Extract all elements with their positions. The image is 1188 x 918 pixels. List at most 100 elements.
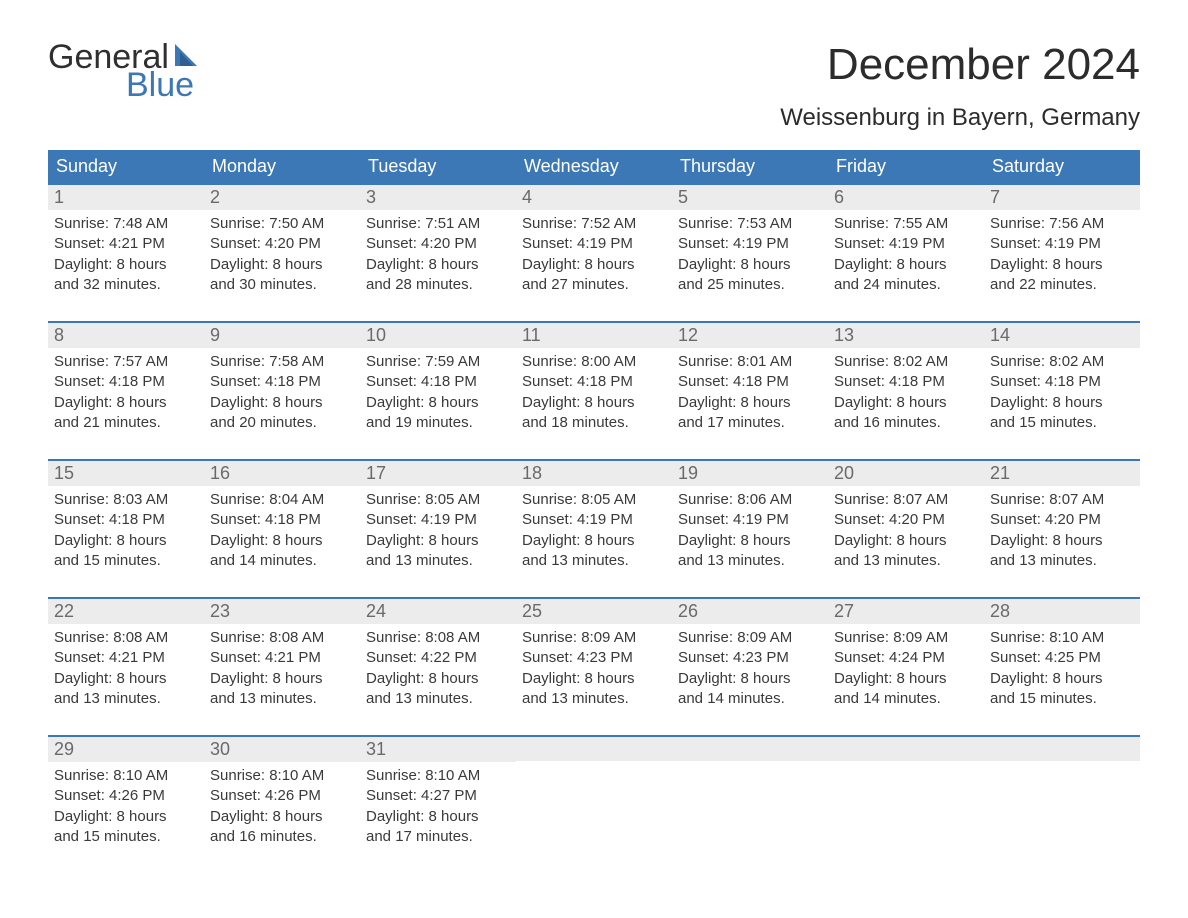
day-body: Sunrise: 7:56 AMSunset: 4:19 PMDaylight:… <box>984 210 1140 295</box>
daylight-text-2: and 13 minutes. <box>990 551 1134 571</box>
day-cell: 16Sunrise: 8:04 AMSunset: 4:18 PMDayligh… <box>204 461 360 579</box>
daylight-text-2: and 17 minutes. <box>678 413 822 433</box>
sunrise-text: Sunrise: 8:08 AM <box>210 628 354 648</box>
day-cell: 14Sunrise: 8:02 AMSunset: 4:18 PMDayligh… <box>984 323 1140 441</box>
day-cell: 29Sunrise: 8:10 AMSunset: 4:26 PMDayligh… <box>48 737 204 855</box>
location-label: Weissenburg in Bayern, Germany <box>780 104 1140 132</box>
daylight-text-1: Daylight: 8 hours <box>678 669 822 689</box>
sunset-text: Sunset: 4:18 PM <box>210 510 354 530</box>
day-number <box>984 737 1140 761</box>
sunset-text: Sunset: 4:18 PM <box>522 372 666 392</box>
sunrise-text: Sunrise: 7:52 AM <box>522 214 666 234</box>
sunset-text: Sunset: 4:19 PM <box>366 510 510 530</box>
day-cell: 30Sunrise: 8:10 AMSunset: 4:26 PMDayligh… <box>204 737 360 855</box>
weekday-header: Thursday <box>672 150 828 183</box>
daylight-text-1: Daylight: 8 hours <box>366 807 510 827</box>
sunrise-text: Sunrise: 8:09 AM <box>678 628 822 648</box>
week-row: 1Sunrise: 7:48 AMSunset: 4:21 PMDaylight… <box>48 183 1140 303</box>
logo: General Blue <box>48 40 203 102</box>
daylight-text-1: Daylight: 8 hours <box>678 531 822 551</box>
weekday-header-row: Sunday Monday Tuesday Wednesday Thursday… <box>48 150 1140 183</box>
daylight-text-2: and 15 minutes. <box>990 413 1134 433</box>
day-body: Sunrise: 8:05 AMSunset: 4:19 PMDaylight:… <box>360 486 516 571</box>
week-row: 29Sunrise: 8:10 AMSunset: 4:26 PMDayligh… <box>48 735 1140 855</box>
day-cell: 20Sunrise: 8:07 AMSunset: 4:20 PMDayligh… <box>828 461 984 579</box>
day-number: 4 <box>516 185 672 210</box>
calendar: Sunday Monday Tuesday Wednesday Thursday… <box>48 150 1140 855</box>
day-body: Sunrise: 8:03 AMSunset: 4:18 PMDaylight:… <box>48 486 204 571</box>
day-body: Sunrise: 8:08 AMSunset: 4:21 PMDaylight:… <box>48 624 204 709</box>
sunrise-text: Sunrise: 8:03 AM <box>54 490 198 510</box>
daylight-text-1: Daylight: 8 hours <box>522 669 666 689</box>
day-body: Sunrise: 8:09 AMSunset: 4:23 PMDaylight:… <box>516 624 672 709</box>
sunrise-text: Sunrise: 8:01 AM <box>678 352 822 372</box>
sunset-text: Sunset: 4:21 PM <box>54 648 198 668</box>
weekday-header: Sunday <box>48 150 204 183</box>
day-cell <box>516 737 672 855</box>
day-cell: 24Sunrise: 8:08 AMSunset: 4:22 PMDayligh… <box>360 599 516 717</box>
day-cell: 6Sunrise: 7:55 AMSunset: 4:19 PMDaylight… <box>828 185 984 303</box>
daylight-text-1: Daylight: 8 hours <box>678 393 822 413</box>
weekday-header: Tuesday <box>360 150 516 183</box>
weekday-header: Saturday <box>984 150 1140 183</box>
daylight-text-2: and 13 minutes. <box>678 551 822 571</box>
day-cell: 18Sunrise: 8:05 AMSunset: 4:19 PMDayligh… <box>516 461 672 579</box>
daylight-text-2: and 13 minutes. <box>54 689 198 709</box>
sunrise-text: Sunrise: 8:09 AM <box>522 628 666 648</box>
daylight-text-2: and 21 minutes. <box>54 413 198 433</box>
day-number: 3 <box>360 185 516 210</box>
daylight-text-1: Daylight: 8 hours <box>210 531 354 551</box>
day-number: 1 <box>48 185 204 210</box>
daylight-text-2: and 32 minutes. <box>54 275 198 295</box>
sunset-text: Sunset: 4:19 PM <box>678 234 822 254</box>
daylight-text-2: and 13 minutes. <box>366 551 510 571</box>
daylight-text-1: Daylight: 8 hours <box>54 255 198 275</box>
weekday-header: Monday <box>204 150 360 183</box>
day-body: Sunrise: 8:02 AMSunset: 4:18 PMDaylight:… <box>984 348 1140 433</box>
sunrise-text: Sunrise: 8:09 AM <box>834 628 978 648</box>
daylight-text-2: and 16 minutes. <box>210 827 354 847</box>
day-body: Sunrise: 8:07 AMSunset: 4:20 PMDaylight:… <box>828 486 984 571</box>
daylight-text-1: Daylight: 8 hours <box>990 255 1134 275</box>
day-cell: 27Sunrise: 8:09 AMSunset: 4:24 PMDayligh… <box>828 599 984 717</box>
day-body: Sunrise: 7:55 AMSunset: 4:19 PMDaylight:… <box>828 210 984 295</box>
logo-word2: Blue <box>126 68 203 102</box>
week-row: 22Sunrise: 8:08 AMSunset: 4:21 PMDayligh… <box>48 597 1140 717</box>
week-row: 15Sunrise: 8:03 AMSunset: 4:18 PMDayligh… <box>48 459 1140 579</box>
month-title: December 2024 <box>780 40 1140 90</box>
day-cell: 8Sunrise: 7:57 AMSunset: 4:18 PMDaylight… <box>48 323 204 441</box>
title-block: December 2024 Weissenburg in Bayern, Ger… <box>780 40 1140 132</box>
sunrise-text: Sunrise: 7:58 AM <box>210 352 354 372</box>
daylight-text-1: Daylight: 8 hours <box>210 393 354 413</box>
sunset-text: Sunset: 4:20 PM <box>366 234 510 254</box>
day-body: Sunrise: 8:07 AMSunset: 4:20 PMDaylight:… <box>984 486 1140 571</box>
sunrise-text: Sunrise: 8:05 AM <box>366 490 510 510</box>
day-number: 27 <box>828 599 984 624</box>
daylight-text-2: and 14 minutes. <box>210 551 354 571</box>
day-cell <box>828 737 984 855</box>
sunset-text: Sunset: 4:18 PM <box>990 372 1134 392</box>
day-number: 16 <box>204 461 360 486</box>
daylight-text-1: Daylight: 8 hours <box>210 807 354 827</box>
day-body: Sunrise: 8:10 AMSunset: 4:27 PMDaylight:… <box>360 762 516 847</box>
day-number <box>516 737 672 761</box>
sunset-text: Sunset: 4:20 PM <box>834 510 978 530</box>
sunset-text: Sunset: 4:19 PM <box>522 234 666 254</box>
daylight-text-2: and 16 minutes. <box>834 413 978 433</box>
day-number: 29 <box>48 737 204 762</box>
sunrise-text: Sunrise: 8:08 AM <box>366 628 510 648</box>
day-number: 17 <box>360 461 516 486</box>
day-cell: 19Sunrise: 8:06 AMSunset: 4:19 PMDayligh… <box>672 461 828 579</box>
day-number: 19 <box>672 461 828 486</box>
day-cell: 28Sunrise: 8:10 AMSunset: 4:25 PMDayligh… <box>984 599 1140 717</box>
day-body: Sunrise: 8:02 AMSunset: 4:18 PMDaylight:… <box>828 348 984 433</box>
daylight-text-1: Daylight: 8 hours <box>54 531 198 551</box>
sunrise-text: Sunrise: 7:59 AM <box>366 352 510 372</box>
day-body: Sunrise: 7:50 AMSunset: 4:20 PMDaylight:… <box>204 210 360 295</box>
day-number: 23 <box>204 599 360 624</box>
day-number: 5 <box>672 185 828 210</box>
sunrise-text: Sunrise: 7:56 AM <box>990 214 1134 234</box>
daylight-text-1: Daylight: 8 hours <box>366 531 510 551</box>
daylight-text-2: and 20 minutes. <box>210 413 354 433</box>
sunset-text: Sunset: 4:19 PM <box>990 234 1134 254</box>
